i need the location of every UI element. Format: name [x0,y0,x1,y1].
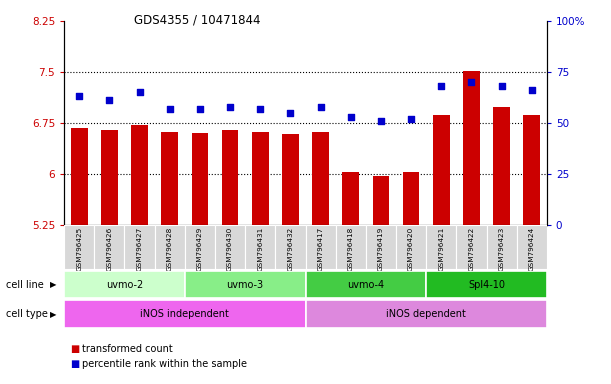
Point [285,110,295,116]
Text: GSM796425: GSM796425 [76,227,82,271]
Bar [306,300,547,328]
Point [527,87,536,93]
Text: ■: ■ [70,359,79,369]
Point [376,118,386,124]
Text: GSM796428: GSM796428 [167,227,173,271]
Text: GSM796432: GSM796432 [287,227,293,271]
Bar [373,176,389,225]
Point [225,104,235,110]
Text: GSM796430: GSM796430 [227,227,233,271]
Bar [312,132,329,225]
Bar [486,225,517,269]
Bar [433,115,450,225]
Text: transformed count: transformed count [82,344,174,354]
Text: GSM796431: GSM796431 [257,227,263,271]
Bar [426,271,547,298]
Text: ▶: ▶ [49,280,56,289]
Point [104,98,114,104]
Text: GSM796419: GSM796419 [378,227,384,271]
Text: GSM796418: GSM796418 [348,227,354,271]
Bar [185,225,215,269]
Bar [64,271,185,298]
Point [75,93,84,99]
Bar [426,225,456,269]
Bar [517,225,547,269]
Bar [245,225,276,269]
Bar [493,107,510,225]
Bar [192,133,208,225]
Text: GSM796426: GSM796426 [106,227,112,271]
Bar [252,132,269,225]
Bar [64,300,306,328]
Bar [101,130,118,225]
Text: cell type: cell type [6,309,48,319]
Bar [215,225,245,269]
Text: uvmo-4: uvmo-4 [347,280,384,290]
Bar [463,71,480,225]
Bar [276,225,306,269]
Point [467,79,477,85]
Point [346,114,356,120]
Bar [185,271,306,298]
Bar [161,132,178,225]
Bar [456,225,486,269]
Text: GSM796417: GSM796417 [318,227,324,271]
Text: iNOS independent: iNOS independent [141,309,229,319]
Bar [396,225,426,269]
Bar [94,225,125,269]
Bar [71,128,87,225]
Text: GSM796424: GSM796424 [529,227,535,271]
Bar [222,130,238,225]
Point [406,116,416,122]
Text: cell line: cell line [6,280,44,290]
Bar [403,172,419,225]
Bar [306,225,335,269]
Text: GSM796427: GSM796427 [137,227,142,271]
Text: GSM796422: GSM796422 [469,227,474,271]
Bar [155,225,185,269]
Point [497,83,507,89]
Point [436,83,446,89]
Bar [125,225,155,269]
Point [165,106,175,112]
Bar [306,271,426,298]
Text: percentile rank within the sample: percentile rank within the sample [82,359,247,369]
Text: GSM796423: GSM796423 [499,227,505,271]
Bar [524,115,540,225]
Bar [131,125,148,225]
Bar [282,134,299,225]
Text: GDS4355 / 10471844: GDS4355 / 10471844 [134,13,261,26]
Text: iNOS dependent: iNOS dependent [386,309,466,319]
Text: GSM796420: GSM796420 [408,227,414,271]
Point [255,106,265,112]
Point [316,104,326,110]
Text: uvmo-3: uvmo-3 [227,280,264,290]
Text: uvmo-2: uvmo-2 [106,280,143,290]
Point [134,89,144,96]
Text: Spl4-10: Spl4-10 [468,280,505,290]
Text: ■: ■ [70,344,79,354]
Bar [342,172,359,225]
Point [195,106,205,112]
Bar [366,225,396,269]
Text: GSM796429: GSM796429 [197,227,203,271]
Bar [335,225,366,269]
Bar [64,225,94,269]
Text: ▶: ▶ [49,310,56,319]
Text: GSM796421: GSM796421 [438,227,444,271]
